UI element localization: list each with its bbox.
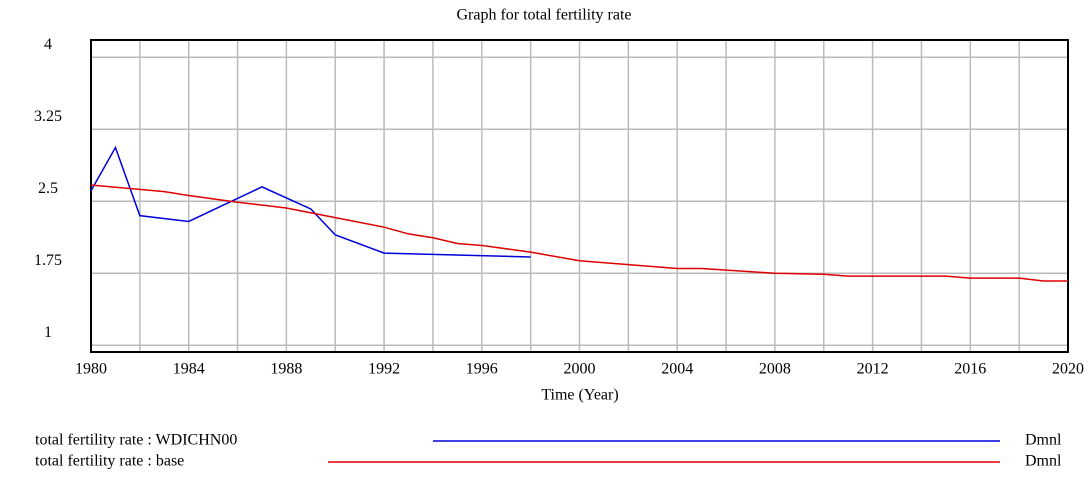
x-tick-label: 2004: [661, 361, 693, 378]
x-tick-label: 2016: [954, 361, 986, 378]
x-axis-label: Time (Year): [541, 387, 618, 404]
legend-label: total fertility rate : base: [35, 453, 184, 470]
x-tick-label: 2012: [857, 361, 889, 378]
y-tick-label: 2.5: [38, 180, 58, 197]
legend-unit: Dmnl: [1025, 453, 1062, 470]
y-tick-label: 1.75: [34, 252, 62, 269]
x-tick-label: 1988: [270, 361, 302, 378]
x-tick-label: 1992: [368, 361, 400, 378]
legend-unit: Dmnl: [1025, 432, 1062, 449]
x-tick-label: 1980: [75, 361, 107, 378]
plot-frame: [90, 39, 1069, 353]
x-tick-label: 1996: [466, 361, 498, 378]
legend-label: total fertility rate : WDICHN00: [35, 432, 237, 449]
series-line: [90, 184, 1068, 282]
x-tick-label: 1984: [173, 361, 205, 378]
chart-title: Graph for total fertility rate: [456, 7, 631, 24]
series-line: [90, 145, 531, 258]
x-tick-label: 2008: [759, 361, 791, 378]
y-tick-label: 1: [44, 324, 52, 341]
x-tick-label: 2020: [1052, 361, 1084, 378]
y-tick-label: 3.25: [34, 108, 62, 125]
y-tick-label: 4: [44, 36, 52, 53]
x-tick-label: 2000: [564, 361, 596, 378]
